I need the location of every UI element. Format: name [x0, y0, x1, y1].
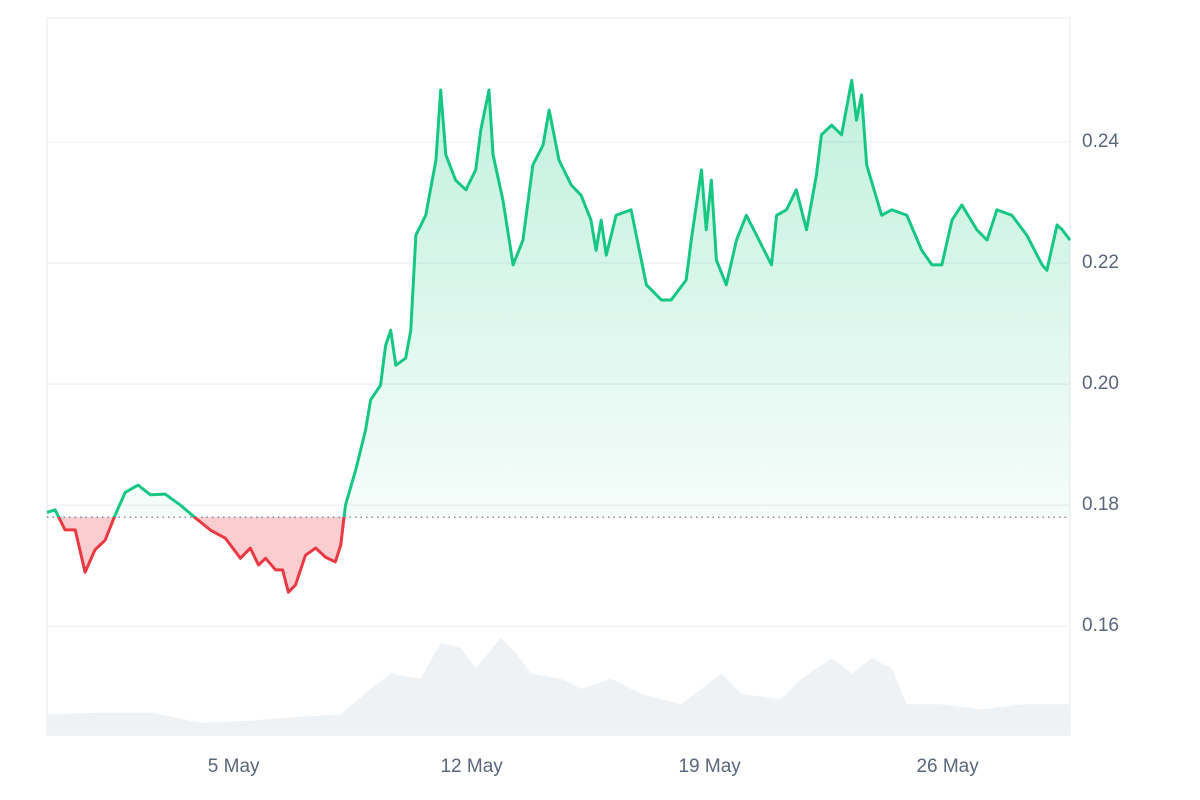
price-area	[47, 80, 1070, 593]
x-tick-label: 12 May	[440, 756, 503, 777]
price-line	[46, 78, 1072, 594]
y-tick-label: 0.16	[1082, 615, 1119, 636]
x-tick-label: 26 May	[916, 756, 979, 777]
y-tick-label: 0.20	[1082, 373, 1119, 394]
volume-area	[47, 637, 1070, 735]
y-tick-label: 0.22	[1082, 252, 1119, 273]
x-tick-label: 19 May	[678, 756, 741, 777]
y-tick-label: 0.24	[1082, 131, 1119, 152]
y-tick-label: 0.18	[1082, 494, 1119, 515]
x-tick-label: 5 May	[208, 756, 260, 777]
